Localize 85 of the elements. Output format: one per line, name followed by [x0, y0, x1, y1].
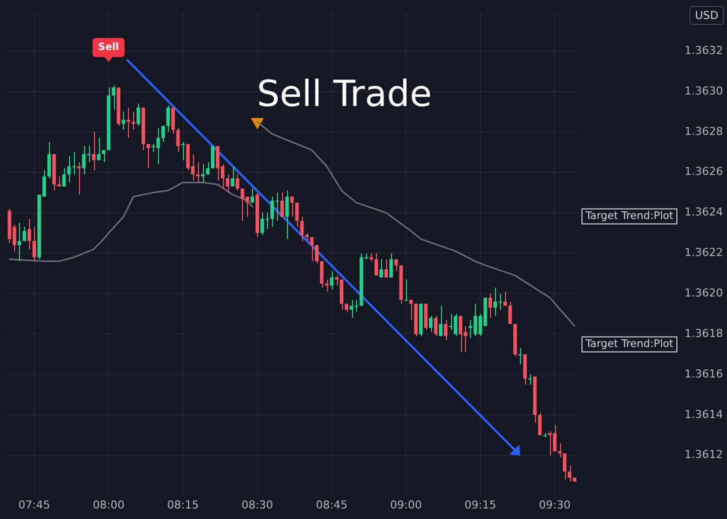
candlestick	[324, 278, 328, 292]
candlestick	[285, 190, 289, 240]
x-tick-label: 09:30	[538, 498, 571, 512]
candlestick	[434, 315, 438, 337]
y-tick-label: 1.3620	[684, 286, 723, 300]
candlestick	[538, 412, 542, 436]
candlestick	[334, 274, 338, 286]
text: USD	[694, 8, 719, 22]
candlestick	[503, 291, 507, 306]
candlestick	[161, 125, 165, 143]
candlestick	[196, 162, 200, 183]
candlestick	[562, 452, 566, 480]
candlestick	[206, 162, 210, 175]
candlestick	[568, 464, 572, 482]
x-tick-label: 09:00	[390, 498, 422, 512]
candlestick	[320, 260, 324, 288]
candlestick	[389, 252, 393, 278]
candlestick	[236, 174, 240, 192]
candlestick	[112, 84, 116, 110]
candlestick	[166, 105, 170, 132]
candlestick	[404, 278, 408, 301]
y-tick-label: 1.3630	[684, 84, 723, 98]
candlestick	[295, 202, 299, 228]
candlestick	[102, 150, 106, 163]
candlestick	[47, 142, 51, 179]
candlestick	[508, 301, 512, 324]
candlestick	[146, 144, 150, 169]
candlestick	[77, 162, 81, 196]
candlestick	[57, 176, 61, 187]
candlestick	[310, 236, 314, 262]
x-tick-label: 08:15	[167, 498, 199, 512]
candlestick	[444, 319, 448, 341]
candlestick	[379, 258, 384, 278]
candlestick	[132, 111, 136, 130]
candlestick	[280, 192, 284, 218]
x-tick-label: 08:45	[316, 498, 348, 512]
candlestick	[22, 226, 26, 242]
candlestick	[488, 293, 492, 318]
candlestick	[176, 127, 180, 153]
y-tick-label: 1.3632	[684, 44, 723, 57]
candlestick	[171, 107, 175, 134]
candlestick	[438, 305, 442, 337]
y-tick-label: 1.3614	[684, 408, 723, 421]
candlestick	[32, 226, 36, 262]
candlestick	[250, 188, 254, 204]
text: Sell Trade	[256, 74, 432, 115]
candlestick	[330, 270, 334, 290]
candlestick	[96, 137, 100, 161]
candlestick	[62, 168, 66, 187]
candlestick	[226, 174, 230, 194]
candlestick	[429, 315, 433, 333]
y-tick-label: 1.3626	[684, 165, 723, 178]
y-tick-label: 1.3628	[684, 124, 723, 138]
candlestick	[201, 164, 205, 183]
x-tick-label: 08:00	[92, 498, 124, 512]
y-tick-label: 1.3624	[684, 206, 723, 219]
y-tick-label: 1.3616	[684, 367, 723, 380]
candlestick	[528, 374, 532, 386]
y-tick-label: 1.3612	[684, 448, 723, 462]
x-tick-label: 07:45	[18, 498, 50, 512]
candlestick	[384, 258, 388, 278]
candlestick	[122, 111, 126, 130]
candlestick	[374, 252, 378, 276]
candlestick	[394, 258, 398, 272]
annotation: Sell	[92, 38, 125, 57]
candlestick	[18, 222, 22, 262]
x-tick-label: 09:15	[464, 498, 496, 512]
candlestick	[136, 103, 140, 126]
candlestick	[92, 131, 96, 171]
candlestick	[126, 107, 130, 138]
candlestick	[290, 196, 294, 218]
y-tick-label: 1.3618	[684, 326, 723, 340]
candlestick	[300, 216, 304, 242]
candlestick	[409, 299, 413, 320]
text: Target Trend:Plot	[584, 338, 674, 350]
candlestick	[210, 146, 214, 169]
candlestick	[558, 442, 562, 458]
candlestick	[518, 348, 522, 365]
candlestick	[315, 244, 319, 264]
y-tick-label: 1.3622	[684, 246, 723, 260]
text: Target Trend:Plot	[584, 210, 674, 222]
candlestick	[230, 166, 234, 187]
candlestick	[28, 218, 32, 250]
candlestick	[181, 142, 185, 161]
x-tick-label: 08:30	[241, 498, 274, 512]
